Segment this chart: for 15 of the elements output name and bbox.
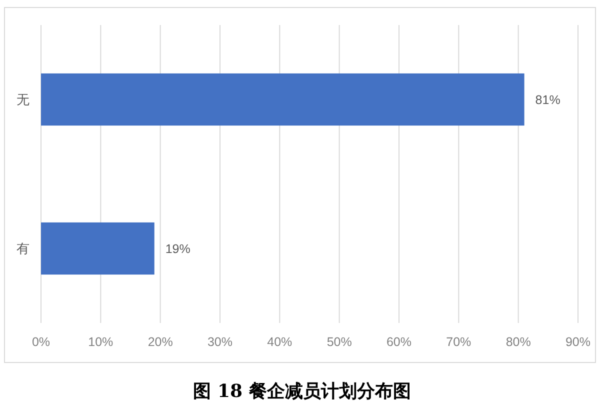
x-tick-label: 10% — [88, 335, 114, 349]
y-tick-label: 有 — [16, 241, 30, 256]
x-tick-label: 70% — [446, 335, 472, 349]
data-label: 81% — [535, 93, 560, 107]
y-tick-label: 无 — [16, 92, 30, 107]
text: 图 18 餐企减员计划分布图 — [193, 381, 411, 402]
x-tick-label: 90% — [565, 335, 591, 349]
x-tick-label: 80% — [506, 335, 531, 349]
x-tick-label: 40% — [267, 335, 292, 349]
x-tick-label: 50% — [326, 335, 352, 349]
x-tick-label: 60% — [386, 335, 412, 349]
x-tick-label: 30% — [207, 335, 233, 349]
x-tick-label: 20% — [148, 335, 173, 349]
data-label: 19% — [165, 242, 190, 256]
x-tick-label: 0% — [32, 335, 50, 349]
